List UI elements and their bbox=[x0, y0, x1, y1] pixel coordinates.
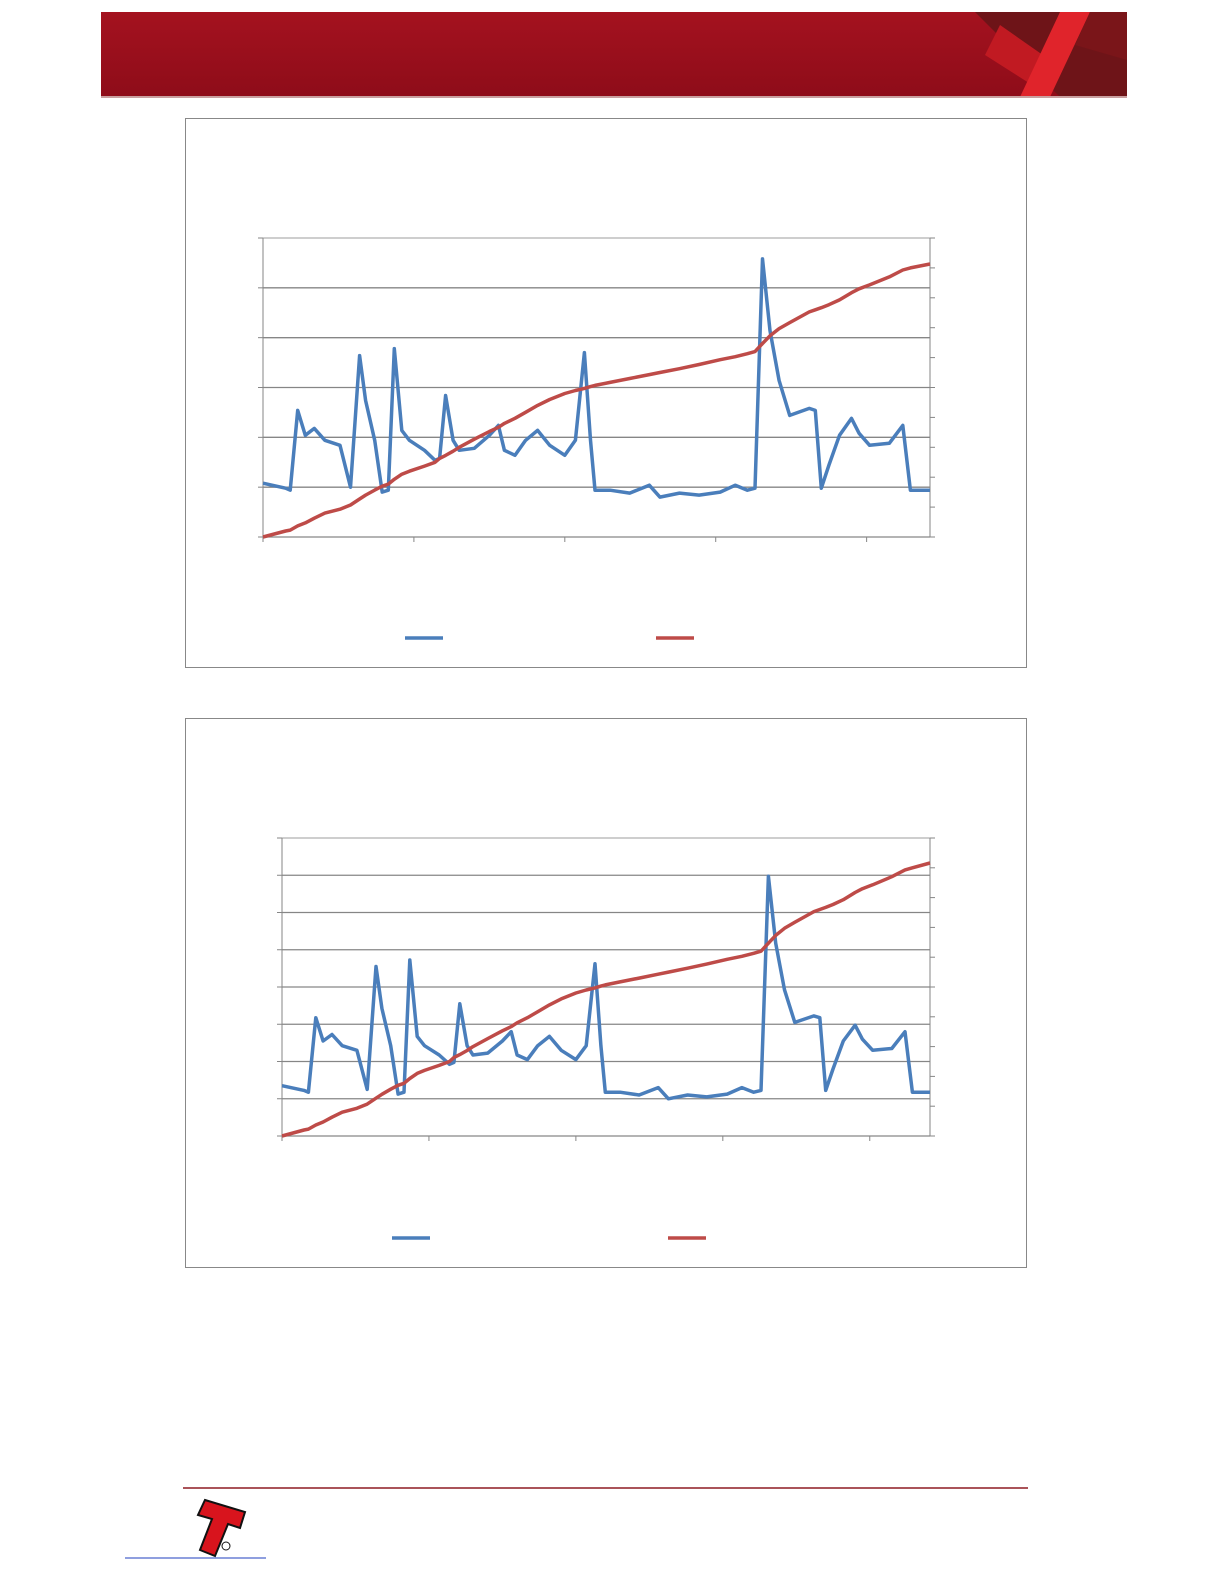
series-line bbox=[262, 257, 930, 499]
series-line bbox=[281, 861, 931, 1138]
footer bbox=[125, 1487, 1028, 1559]
chart-frame bbox=[185, 118, 1027, 668]
series-line bbox=[262, 262, 931, 539]
chart-frame bbox=[185, 718, 1027, 1268]
header-banner bbox=[101, 12, 1127, 98]
series-line bbox=[281, 874, 930, 1101]
